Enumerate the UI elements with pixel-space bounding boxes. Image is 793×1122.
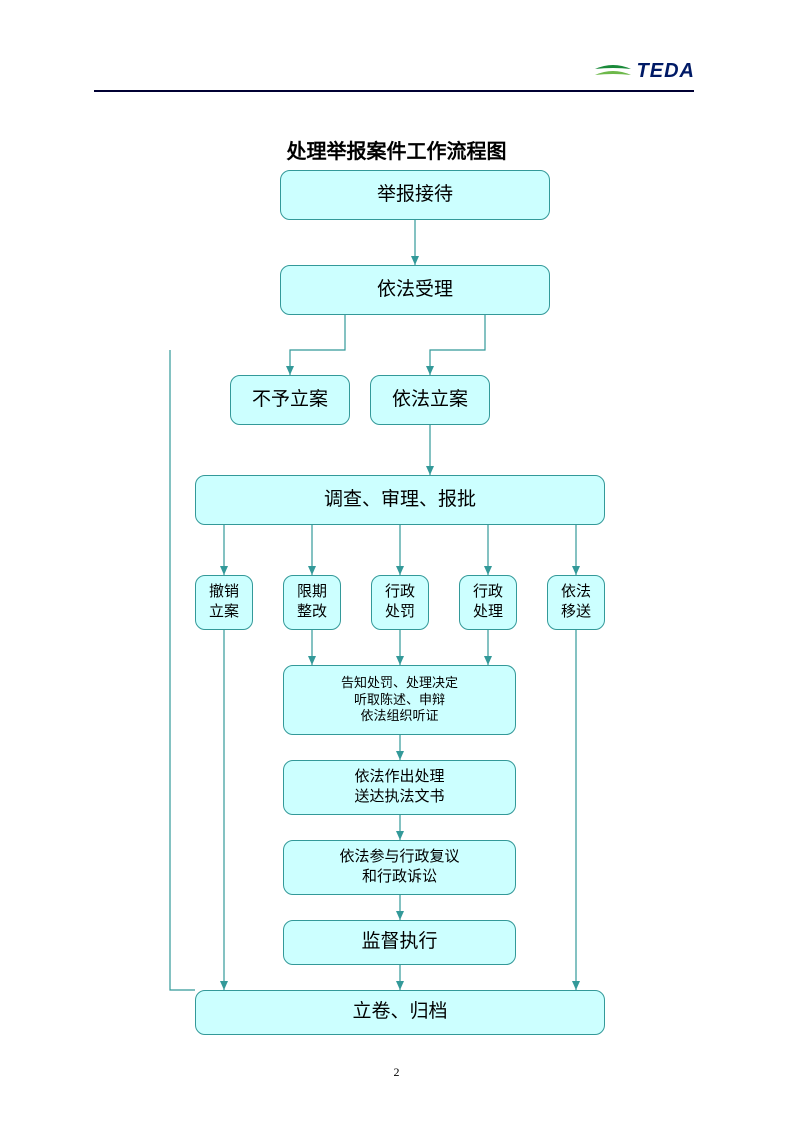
node-text: 听取陈述、申辩	[354, 692, 445, 709]
node-text: 依法受理	[377, 278, 453, 303]
node-text: 撤销	[209, 583, 239, 603]
node-n4: 调查、审理、报批	[195, 475, 605, 525]
page: TEDA 处理举报案件工作流程图 举报接待依法受理不予立案依法立案调查、审理、报…	[0, 0, 793, 1122]
node-text: 行政	[473, 583, 503, 603]
node-text: 调查、审理、报批	[324, 488, 476, 513]
node-text: 监督执行	[361, 930, 437, 955]
node-text: 处理	[473, 603, 503, 623]
node-text: 移送	[561, 603, 591, 623]
node-n9: 监督执行	[283, 920, 516, 965]
node-n7: 依法作出处理送达执法文书	[283, 760, 516, 815]
node-n6: 告知处罚、处理决定听取陈述、申辩依法组织听证	[283, 665, 516, 735]
header-rule	[94, 90, 694, 92]
node-n5c: 行政处罚	[371, 575, 429, 630]
page-number: 2	[0, 1065, 793, 1080]
node-text: 立卷、归档	[352, 1000, 447, 1025]
node-text: 举报接待	[377, 183, 453, 208]
node-text: 行政	[385, 583, 415, 603]
node-text: 送达执法文书	[354, 788, 444, 808]
node-text: 整改	[297, 603, 327, 623]
node-text: 和行政诉讼	[362, 868, 437, 888]
node-n5d: 行政处理	[459, 575, 517, 630]
node-n5b: 限期整改	[283, 575, 341, 630]
node-n5a: 撤销立案	[195, 575, 253, 630]
teda-logo: TEDA	[593, 60, 695, 83]
node-text: 依法参与行政复议	[339, 848, 459, 868]
node-n2: 依法受理	[280, 265, 550, 315]
node-n8: 依法参与行政复议和行政诉讼	[283, 840, 516, 895]
node-text: 处罚	[385, 603, 415, 623]
node-n10: 立卷、归档	[195, 990, 605, 1035]
logo-text: TEDA	[637, 60, 695, 83]
node-text: 告知处罚、处理决定	[341, 675, 458, 692]
node-text: 依法	[561, 583, 591, 603]
flowchart-title: 处理举报案件工作流程图	[0, 135, 793, 164]
logo-swoosh-icon	[593, 63, 633, 81]
node-text: 依法立案	[392, 388, 468, 413]
node-n3a: 不予立案	[230, 375, 350, 425]
node-text: 限期	[297, 583, 327, 603]
node-text: 依法组织听证	[360, 708, 438, 725]
node-text: 不予立案	[252, 388, 328, 413]
node-n3b: 依法立案	[370, 375, 490, 425]
node-text: 依法作出处理	[354, 768, 444, 788]
node-n5e: 依法移送	[547, 575, 605, 630]
node-text: 立案	[209, 603, 239, 623]
node-n1: 举报接待	[280, 170, 550, 220]
